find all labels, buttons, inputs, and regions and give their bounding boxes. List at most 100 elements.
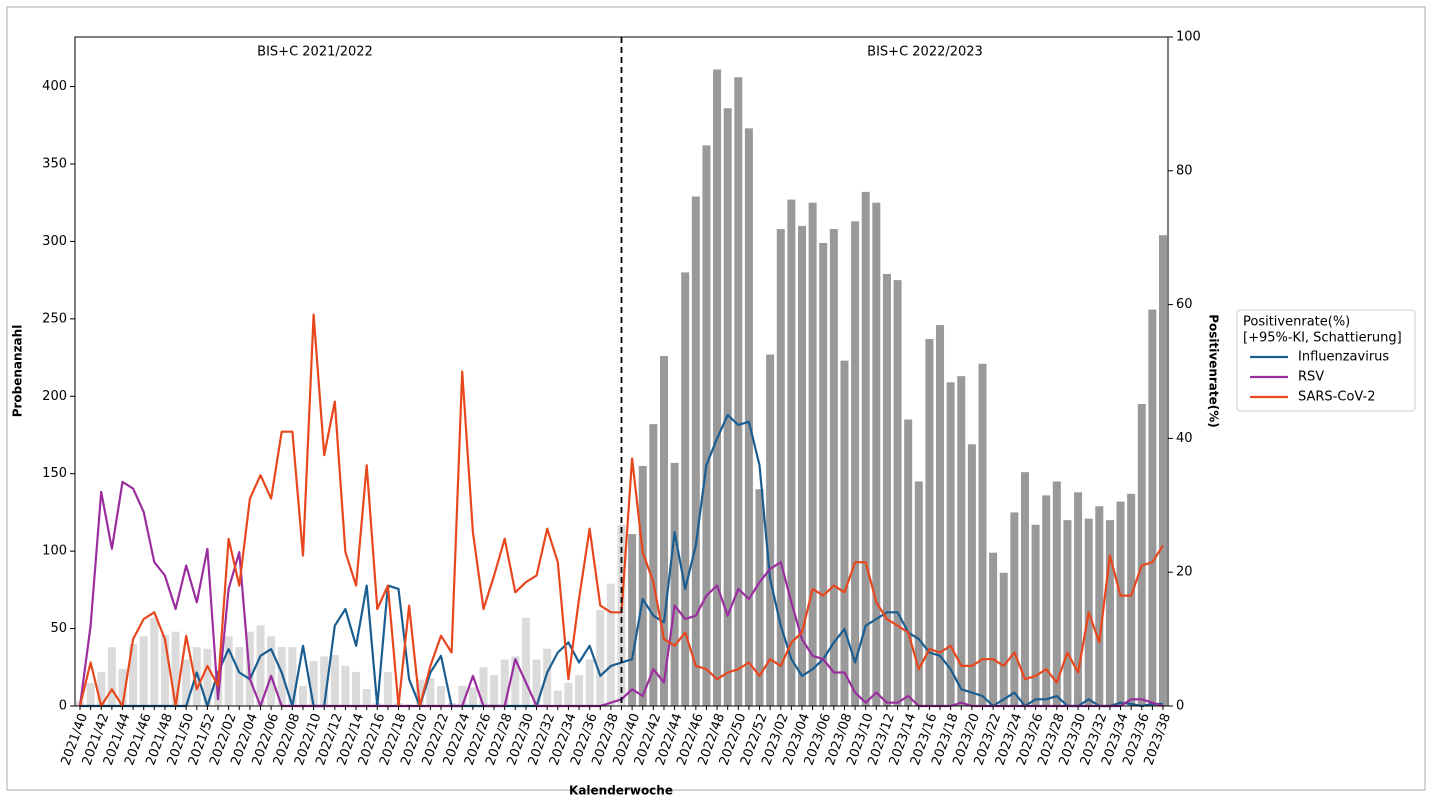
bar bbox=[713, 69, 722, 707]
bar bbox=[681, 272, 690, 706]
legend-label: RSV bbox=[1298, 370, 1324, 385]
bar bbox=[798, 225, 806, 707]
y-tick-label: 150 bbox=[42, 466, 67, 481]
season-label: BIS+C 2021/2022 bbox=[257, 45, 373, 60]
bar bbox=[139, 636, 148, 706]
y-tick-label: 50 bbox=[50, 621, 67, 636]
bar bbox=[415, 679, 424, 706]
bar bbox=[638, 465, 647, 706]
bar bbox=[914, 481, 923, 706]
bar bbox=[861, 191, 870, 707]
y2-tick-label: 80 bbox=[1176, 163, 1193, 178]
bar bbox=[1148, 309, 1157, 706]
bar bbox=[288, 647, 297, 706]
bar bbox=[755, 489, 764, 706]
bar bbox=[925, 338, 934, 706]
bar bbox=[1010, 512, 1019, 706]
bar bbox=[882, 273, 891, 706]
bar bbox=[1159, 235, 1167, 706]
bar bbox=[1116, 501, 1125, 706]
bar bbox=[967, 444, 976, 706]
bar bbox=[723, 108, 732, 707]
y2-tick-label: 0 bbox=[1176, 699, 1184, 714]
bar bbox=[851, 221, 860, 706]
bar bbox=[734, 77, 743, 706]
bar bbox=[277, 647, 286, 706]
bar bbox=[468, 687, 477, 706]
bar bbox=[691, 196, 700, 706]
bar bbox=[203, 648, 212, 706]
figure-border bbox=[6, 6, 1426, 791]
bar bbox=[182, 659, 191, 706]
bar bbox=[224, 636, 233, 706]
season-label: BIS+C 2022/2023 bbox=[867, 45, 983, 60]
legend-label: Influenzavirus bbox=[1298, 350, 1389, 365]
legend-box bbox=[1236, 309, 1416, 412]
bar bbox=[819, 242, 828, 706]
bar bbox=[766, 354, 775, 706]
bar bbox=[383, 671, 392, 706]
bar bbox=[872, 202, 881, 706]
bar bbox=[352, 671, 361, 706]
bar bbox=[150, 617, 159, 706]
y2-tick-label: 40 bbox=[1176, 431, 1193, 446]
bar bbox=[543, 648, 552, 706]
bar bbox=[702, 145, 711, 706]
y2-tick-label: 60 bbox=[1176, 297, 1193, 312]
bar bbox=[171, 631, 180, 706]
bar bbox=[1031, 524, 1040, 706]
bar bbox=[946, 382, 955, 706]
y-tick-label: 200 bbox=[42, 389, 67, 404]
bar bbox=[1095, 506, 1104, 706]
bar bbox=[617, 524, 626, 706]
bar bbox=[670, 462, 679, 706]
bar bbox=[437, 685, 445, 706]
bar bbox=[659, 356, 668, 706]
y-tick-label: 350 bbox=[42, 156, 67, 171]
bar bbox=[564, 682, 573, 706]
bar bbox=[787, 199, 796, 706]
bar bbox=[585, 659, 594, 706]
y2-tick-label: 20 bbox=[1176, 565, 1193, 580]
bar bbox=[1042, 495, 1051, 706]
bar bbox=[957, 376, 966, 706]
bar bbox=[840, 360, 849, 706]
bar bbox=[479, 667, 488, 706]
y-axis-title: Probenanzahl bbox=[11, 325, 25, 418]
bar bbox=[829, 229, 838, 706]
bar bbox=[1127, 493, 1136, 706]
bar bbox=[86, 682, 95, 706]
bar bbox=[1137, 404, 1146, 706]
bar bbox=[490, 675, 499, 706]
bar bbox=[192, 647, 201, 706]
y2-axis-title: Positivenrate(%) bbox=[1207, 314, 1221, 428]
bar bbox=[553, 690, 562, 706]
y-tick-label: 100 bbox=[42, 544, 67, 559]
bar bbox=[649, 424, 658, 706]
bar bbox=[118, 668, 127, 706]
bar bbox=[97, 671, 106, 706]
bar bbox=[808, 202, 817, 706]
bar bbox=[511, 656, 520, 706]
y-tick-label: 400 bbox=[42, 79, 67, 94]
bar bbox=[309, 661, 318, 706]
bar bbox=[628, 534, 637, 706]
bar bbox=[362, 688, 371, 706]
bar bbox=[256, 625, 265, 706]
bar bbox=[596, 609, 605, 706]
legend-label: SARS-CoV-2 bbox=[1298, 390, 1376, 405]
y-tick-label: 250 bbox=[42, 311, 67, 326]
bar bbox=[521, 617, 530, 706]
bar bbox=[999, 572, 1008, 706]
x-axis-title: Kalenderwoche bbox=[569, 784, 673, 797]
bar bbox=[936, 325, 945, 706]
bar bbox=[160, 634, 169, 706]
bar bbox=[341, 665, 350, 706]
bar bbox=[1074, 492, 1083, 706]
legend-title: [+95%-KI, Schattierung] bbox=[1243, 331, 1402, 346]
bar bbox=[1063, 520, 1072, 706]
bar bbox=[107, 647, 116, 706]
bar bbox=[1020, 472, 1029, 706]
